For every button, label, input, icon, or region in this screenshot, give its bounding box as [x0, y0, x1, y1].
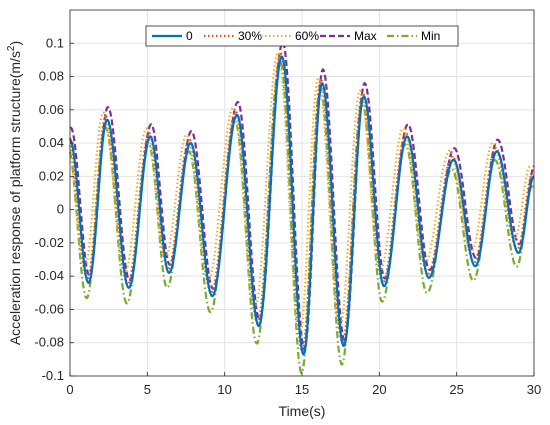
y-axis-label-close: )	[7, 41, 23, 46]
legend-label: Max	[354, 29, 377, 43]
y-axis-label: Acceleration response of platform struct…	[6, 41, 23, 345]
legend-label: 30%	[238, 29, 262, 43]
y-tick-label: -0.1	[42, 368, 64, 383]
series-line	[69, 55, 535, 356]
y-tick-label: -0.04	[34, 268, 64, 283]
x-tick-label: 15	[295, 382, 309, 397]
y-tick-label: 0.1	[46, 35, 64, 50]
legend-label: 0	[186, 29, 193, 43]
series-layer	[68, 40, 535, 375]
legend: 0 30% 60% Max Min	[145, 25, 459, 47]
legend-label: Min	[421, 29, 440, 43]
x-tick-label: 20	[372, 382, 386, 397]
y-axis-label-main: Acceleration response of platform struct…	[7, 51, 23, 345]
y-tick-label: -0.08	[34, 335, 64, 350]
y-ticks: -0.1 -0.08 -0.06 -0.04 -0.02 0 0.02 0.04 0.06 0.0…	[34, 35, 74, 383]
legend-box	[145, 25, 459, 47]
x-tick-label: 30	[527, 382, 541, 397]
legend-label: 60%	[295, 29, 319, 43]
x-axis-label: Time(s)	[279, 403, 326, 419]
x-tick-label: 0	[66, 382, 73, 397]
y-tick-label: 0.02	[39, 168, 64, 183]
y-tick-label: 0.06	[39, 102, 64, 117]
x-ticks: 0 5 10 15 20 25 30	[66, 372, 541, 397]
y-axis-label-superscript: 2	[6, 45, 17, 51]
y-tick-label: -0.06	[34, 301, 64, 316]
x-tick-label: 25	[449, 382, 463, 397]
x-tick-label: 10	[217, 382, 231, 397]
y-tick-label: 0.08	[39, 69, 64, 84]
y-tick-label: 0.04	[39, 135, 64, 150]
y-tick-label: -0.02	[34, 235, 64, 250]
y-tick-label: 0	[57, 202, 64, 217]
x-tick-label: 5	[144, 382, 151, 397]
